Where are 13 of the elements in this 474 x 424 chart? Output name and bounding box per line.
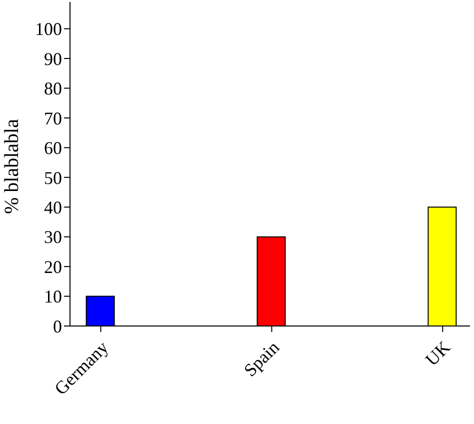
y-tick-label: 80 [44, 78, 62, 99]
y-tick-label: 90 [44, 48, 62, 69]
y-tick-label: 60 [44, 138, 62, 158]
x-tick-label: UK [421, 337, 454, 370]
y-tick-label: 50 [44, 168, 62, 188]
y-tick-label: 0 [53, 316, 62, 336]
y-tick-label: 20 [44, 256, 62, 277]
y-tick-label: 70 [44, 108, 62, 128]
y-axis-title: % blablabla [1, 118, 24, 214]
y-tick-label: 100 [35, 19, 62, 40]
y-tick-label: 40 [44, 197, 62, 218]
y-tick-label: 30 [44, 227, 62, 248]
y-tick-label: 10 [44, 286, 62, 307]
